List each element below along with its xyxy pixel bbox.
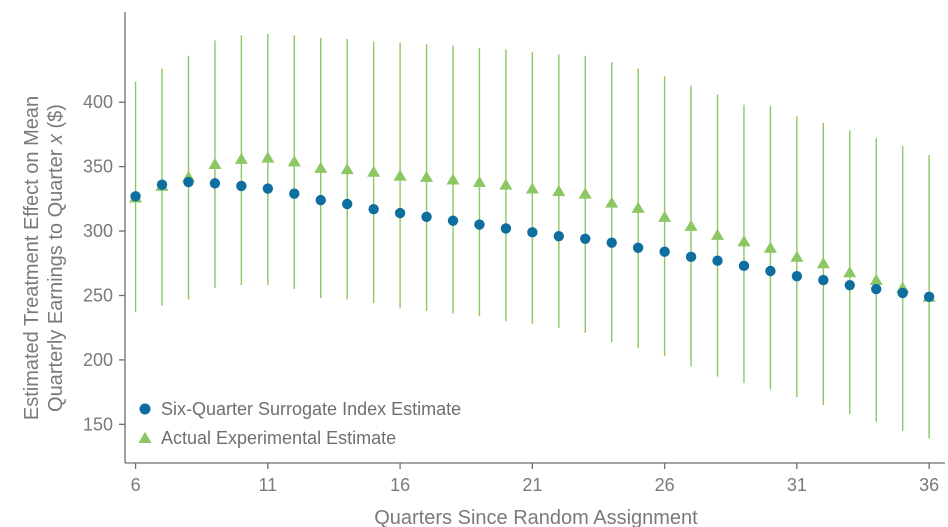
y-tick-label: 350: [83, 157, 113, 177]
surrogate-estimate-point: [712, 255, 723, 266]
surrogate-estimate-point: [394, 207, 406, 219]
x-tick-label: 11: [258, 475, 277, 495]
axes-group: 6 11 16 21 26 31 36 150 200 250 300 350 400: [83, 12, 945, 495]
surrogate-estimate-point: [818, 274, 829, 286]
actual-estimate-point: [287, 155, 301, 167]
legend-actual-marker: [138, 431, 152, 443]
surrogate-estimate-point: [183, 176, 194, 188]
surrogate-estimate-point: [156, 179, 168, 190]
surrogate-estimate-point: [341, 198, 353, 210]
actual-estimate-point: [420, 170, 434, 182]
surrogate-estimate-point: [738, 260, 750, 272]
y-axis-title-line1: Estimated Treatment Effect on Mean: [21, 96, 43, 420]
surrogate-estimate-point: [606, 237, 617, 248]
y-ticks: 150 200 250 300 350 400: [83, 92, 125, 434]
surrogate-estimate-point: [262, 183, 274, 194]
actual-estimate-point: [631, 201, 645, 213]
actual-estimate-point: [711, 228, 725, 240]
y-axis-title-line2: Quarterly Earnings to Quarter x ($): [45, 104, 67, 412]
x-tick-label: 36: [919, 475, 939, 495]
surrogate-estimate-point: [659, 246, 670, 257]
x-tick-label: 31: [787, 475, 807, 495]
surrogate-estimate-point: [447, 215, 459, 226]
surrogate-estimate-point: [923, 291, 935, 302]
x-tick-label: 16: [390, 475, 410, 495]
actual-estimate-point: [499, 178, 513, 190]
surrogate-estimate-point: [791, 270, 803, 282]
surrogate-estimate-point: [632, 242, 644, 254]
actual-estimate-point: [869, 273, 883, 285]
surrogate-estimate-point: [897, 287, 908, 299]
x-tick-label: 26: [655, 475, 675, 495]
actual-estimate-point: [763, 241, 777, 253]
surrogate-estimate-point: [474, 219, 485, 230]
actual-estimate-point: [393, 169, 407, 181]
legend: Six-Quarter Surrogate Index Estimate Act…: [138, 399, 461, 448]
actual-estimate-point: [790, 250, 804, 262]
actual-estimate-point: [525, 182, 539, 194]
actual-estimate-point: [552, 184, 566, 197]
legend-surrogate-marker: [139, 403, 151, 415]
actual-estimate-point: [658, 210, 672, 222]
y-tick-label: 250: [83, 285, 113, 305]
actual-estimate-point: [446, 173, 460, 185]
y-tick-label: 300: [83, 221, 113, 241]
y-tick-label: 150: [83, 414, 113, 434]
actual-estimate-point: [737, 235, 751, 247]
actual-estimate-point: [472, 175, 486, 188]
y-axis-title-line2-suffix: ($): [45, 104, 67, 134]
surrogate-estimate-point: [527, 227, 538, 238]
surrogate-estimate-points: [130, 176, 935, 302]
y-axis-title-line2-var: x: [45, 133, 67, 145]
actual-estimate-point: [605, 196, 619, 208]
actual-estimate-point: [816, 257, 830, 269]
actual-estimate-point: [314, 161, 328, 173]
surrogate-estimate-point: [236, 180, 247, 192]
actual-estimate-point: [261, 151, 275, 163]
actual-estimate-point: [684, 219, 698, 231]
x-tick-label: 21: [522, 475, 542, 495]
x-axis-title: Quarters Since Random Assignment: [374, 507, 698, 527]
surrogate-estimate-point: [553, 231, 565, 242]
y-axis-title-line2-prefix: Quarterly Earnings to Quarter: [45, 144, 67, 412]
actual-estimate-point: [843, 266, 857, 278]
surrogate-estimate-point: [421, 211, 432, 223]
y-axis-title: Estimated Treatment Effect on Mean Quart…: [21, 96, 67, 420]
x-ticks: 6 11 16 21 26 31 36: [131, 463, 939, 495]
surrogate-estimate-point: [871, 283, 882, 295]
y-tick-label: 400: [83, 92, 113, 112]
legend-surrogate-label: Six-Quarter Surrogate Index Estimate: [161, 399, 461, 419]
surrogate-estimate-point: [209, 178, 221, 189]
actual-estimate-point: [578, 187, 592, 199]
surrogate-estimate-point: [315, 194, 326, 206]
surrogate-estimate-point: [130, 191, 141, 202]
actual-estimate-point: [367, 165, 381, 177]
actual-estimate-point: [208, 157, 222, 170]
surrogate-estimate-point: [685, 251, 697, 263]
y-tick-label: 200: [83, 350, 113, 370]
surrogate-estimate-point: [289, 188, 300, 199]
actual-estimate-point: [340, 163, 354, 175]
actual-estimate-point: [234, 152, 248, 164]
surrogate-estimate-point: [844, 279, 855, 291]
surrogate-estimate-point: [765, 265, 776, 277]
legend-actual-label: Actual Experimental Estimate: [161, 428, 396, 448]
x-tick-label: 6: [131, 475, 141, 495]
surrogate-estimate-point: [368, 203, 379, 215]
surrogate-estimate-point: [500, 223, 512, 234]
surrogate-estimate-point: [580, 233, 591, 244]
